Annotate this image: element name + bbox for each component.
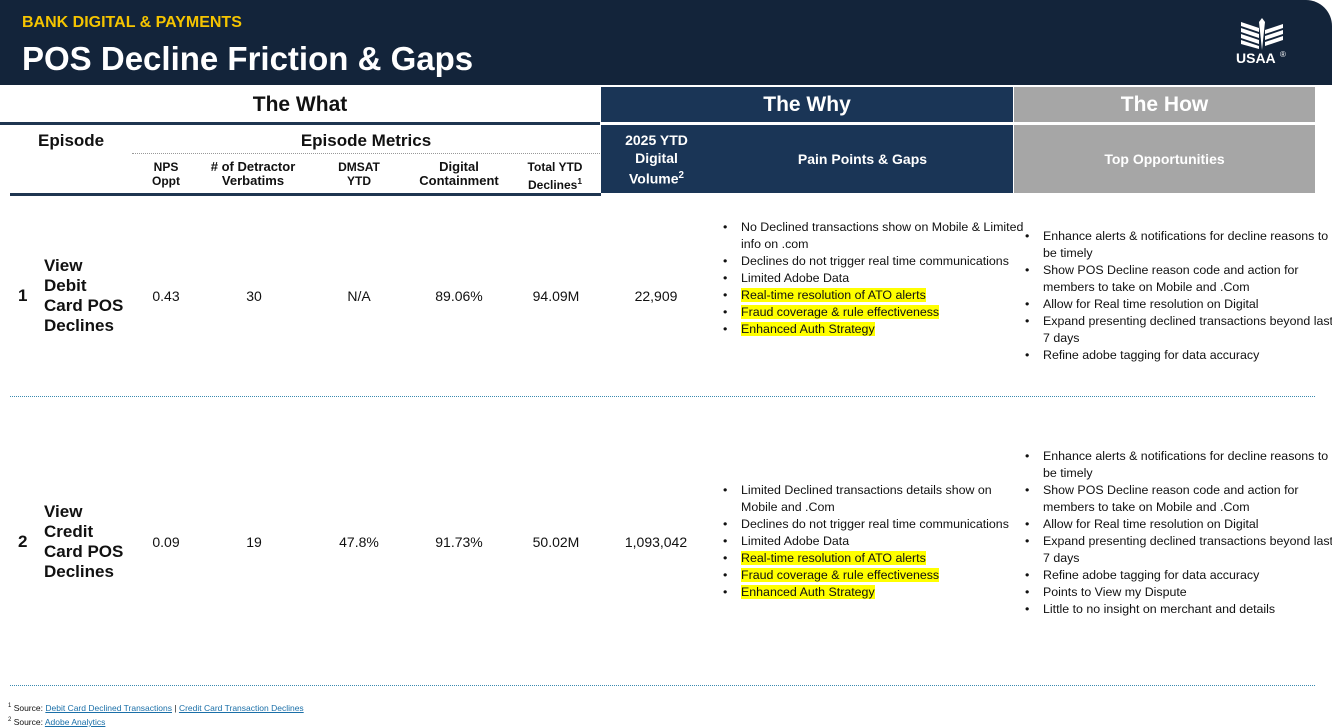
list-item: Refine adobe tagging for data accuracy: [1025, 347, 1332, 364]
list-item: Declines do not trigger real time commun…: [723, 253, 1026, 270]
list-item: No Declined transactions show on Mobile …: [723, 219, 1026, 253]
link-adobe-analytics[interactable]: Adobe Analytics: [44, 716, 106, 727]
divider: [10, 193, 601, 196]
col-opportunities: Top Opportunities: [1014, 125, 1315, 193]
col-detractor: # of Detractor Verbatims: [210, 159, 296, 188]
header-bar: [0, 0, 1332, 85]
list-item: Points to View my Dispute: [1025, 584, 1332, 601]
list-item: Allow for Real time resolution on Digita…: [1025, 516, 1332, 533]
col-volume: 2025 YTD Digital Volume2: [601, 125, 712, 193]
list-item: Real-time resolution of ATO alerts: [723, 550, 1026, 567]
list-item: Refine adobe tagging for data accuracy: [1025, 567, 1332, 584]
divider: [132, 153, 600, 154]
link-credit-declines[interactable]: Credit Card Transaction Declines: [178, 702, 304, 713]
cell-detractor: 30: [246, 288, 262, 304]
list-item: Fraud coverage & rule effectiveness: [723, 567, 1026, 584]
col-pain-points: Pain Points & Gaps: [712, 125, 1013, 193]
col-nps: NPS Oppt: [152, 160, 180, 188]
list-item: Show POS Decline reason code and action …: [1025, 482, 1332, 516]
page-title: POS Decline Friction & Gaps: [22, 40, 474, 77]
list-item: Enhance alerts & notifications for decli…: [1025, 228, 1332, 262]
list-item: Limited Adobe Data: [723, 270, 1026, 287]
cell-detractor: 19: [246, 534, 262, 550]
row-number: 1: [18, 286, 28, 305]
list-item: Limited Adobe Data: [723, 533, 1026, 550]
cell-declines: 50.02M: [532, 534, 580, 550]
pain-points-list: No Declined transactions show on Mobile …: [723, 219, 1026, 338]
logo-text: USAA: [1236, 50, 1276, 66]
cell-containment: 89.06%: [435, 288, 483, 304]
band-how: The How: [1014, 87, 1315, 122]
list-item: Allow for Real time resolution on Digita…: [1025, 296, 1332, 313]
list-item: Expand presenting declined transactions …: [1025, 533, 1332, 567]
col-containment: Digital Containment: [419, 159, 499, 188]
kicker: BANK DIGITAL & PAYMENTS: [22, 14, 242, 31]
cell-dmsat: N/A: [347, 288, 371, 304]
list-item: Show POS Decline reason code and action …: [1025, 262, 1332, 296]
row-number: 2: [18, 532, 28, 551]
episode-name: View Debit Card POS Declines: [44, 256, 124, 335]
list-item: Little to no insight on merchant and det…: [1025, 601, 1332, 618]
col-episode: Episode: [38, 131, 105, 150]
col-episode-metrics: Episode Metrics: [300, 131, 432, 150]
opportunities-list: Enhance alerts & notifications for decli…: [1025, 228, 1332, 364]
cell-containment: 91.73%: [435, 534, 483, 550]
list-item: Enhanced Auth Strategy: [723, 584, 1026, 601]
opportunities-list: Enhance alerts & notifications for decli…: [1025, 448, 1332, 618]
eagle-icon: [1241, 18, 1283, 50]
cell-volume: 22,909: [634, 288, 678, 304]
usaa-logo: USAA ®: [1232, 18, 1292, 68]
cell-volume: 1,093,042: [624, 534, 688, 550]
col-dmsat: DMSAT YTD: [338, 160, 380, 188]
list-item: Limited Declined transactions details sh…: [723, 482, 1026, 516]
link-debit-declines[interactable]: Debit Card Declined Transactions: [45, 702, 172, 713]
list-item: Declines do not trigger real time commun…: [723, 516, 1026, 533]
band-why: The Why: [601, 87, 1013, 122]
list-item: Real-time resolution of ATO alerts: [723, 287, 1026, 304]
list-item: Expand presenting declined transactions …: [1025, 313, 1332, 347]
row-divider: [10, 396, 1315, 397]
cell-declines: 94.09M: [532, 288, 580, 304]
list-item: Enhance alerts & notifications for decli…: [1025, 448, 1332, 482]
row-divider: [10, 685, 1315, 686]
cell-nps: 0.09: [152, 534, 180, 550]
cell-dmsat: 47.8%: [339, 534, 379, 550]
pain-points-list: Limited Declined transactions details sh…: [723, 482, 1026, 601]
episode-name: View Credit Card POS Declines: [44, 502, 124, 581]
list-item: Enhanced Auth Strategy: [723, 321, 1026, 338]
footnotes: 1 Source: Debit Card Declined Transactio…: [8, 702, 304, 727]
col-declines: Total YTD Declines1: [527, 160, 583, 192]
list-item: Fraud coverage & rule effectiveness: [723, 304, 1026, 321]
cell-nps: 0.43: [152, 288, 180, 304]
band-what: The What: [0, 87, 600, 125]
